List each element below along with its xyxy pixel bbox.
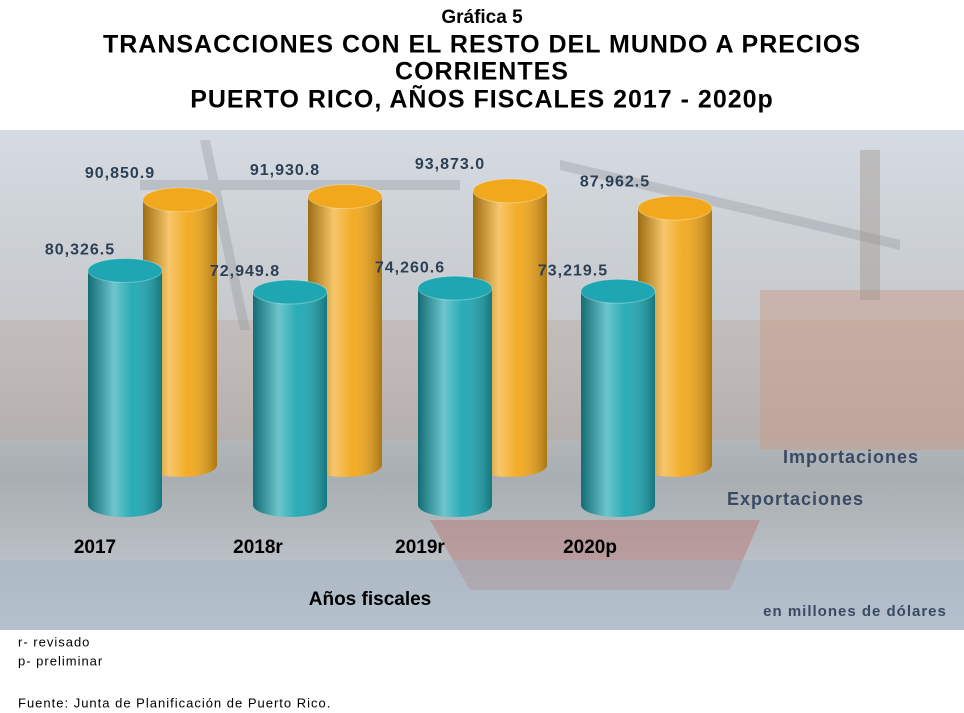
cylinder-top [252, 279, 328, 305]
cylinder-top [142, 187, 218, 213]
footnote: p- preliminar [18, 653, 103, 668]
chart-title: Gráfica 5 [441, 7, 523, 28]
value-label: 73,219.5 [538, 262, 608, 279]
chart-subtitle: TRANSACCIONES CON EL RESTO DEL MUNDO A P… [103, 31, 861, 59]
units-note: en millones de dólares [763, 603, 947, 620]
cylinder-top [307, 184, 383, 210]
value-label: 80,326.5 [45, 242, 115, 259]
legend-label: Exportaciones [727, 489, 864, 509]
value-label: 74,260.6 [375, 259, 445, 276]
x-tick-label: 2017 [74, 537, 116, 558]
value-label: 72,949.8 [210, 263, 280, 280]
cylinder-bar [580, 278, 656, 517]
cylinder-bar [417, 275, 493, 517]
x-tick-label: 2018r [233, 537, 283, 558]
cylinder-top [87, 257, 163, 283]
x-tick-label: 2019r [395, 537, 445, 558]
cylinder-shade [638, 208, 712, 477]
x-axis-label: Años fiscales [309, 589, 432, 610]
cylinder-shade [88, 270, 162, 517]
cylinder-shade [253, 291, 327, 517]
footnote: r- revisado [18, 634, 90, 649]
x-tick-label: 2020p [563, 537, 617, 558]
cylinder-top [472, 178, 548, 204]
cylinder-bar [637, 195, 713, 477]
value-label: 91,930.8 [250, 162, 320, 179]
cylinder-bar [252, 279, 328, 517]
chart-subtitle: CORRIENTES [395, 58, 569, 86]
legend-label: Importaciones [783, 447, 919, 467]
chart-subtitle: PUERTO RICO, AÑOS FISCALES 2017 - 2020p [190, 84, 774, 114]
cylinder-top [580, 278, 656, 304]
cylinder-shade [418, 288, 492, 517]
cylinder-shade [581, 291, 655, 517]
value-label: 87,962.5 [580, 173, 650, 190]
source: Fuente: Junta de Planificación de Puerto… [18, 695, 331, 710]
cylinder-bar [87, 257, 163, 517]
cylinder-top [417, 275, 493, 301]
value-label: 93,873.0 [415, 156, 485, 173]
cylinder-top [637, 195, 713, 221]
value-label: 90,850.9 [85, 165, 155, 182]
